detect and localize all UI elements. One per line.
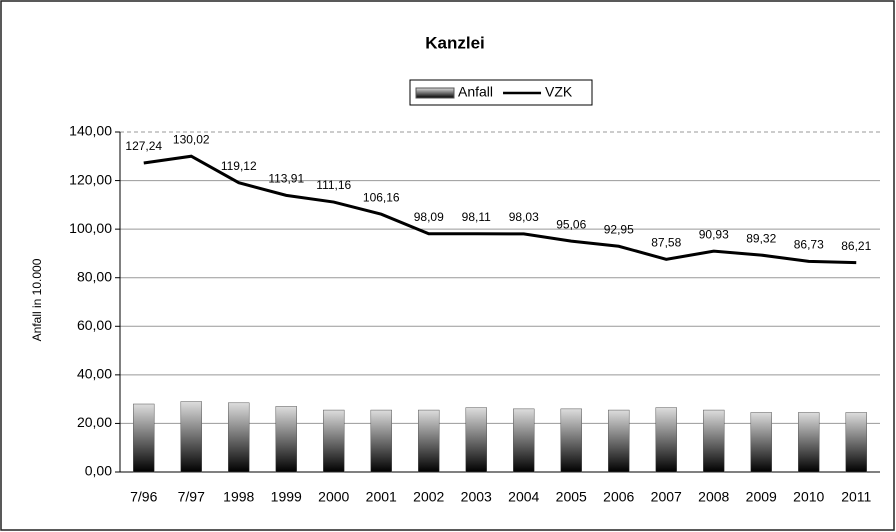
x-tick-label: 2004: [508, 489, 539, 505]
bar: [608, 409, 630, 473]
bar: [465, 407, 487, 473]
data-label: 86,73: [794, 238, 824, 252]
x-tick-label: 7/97: [178, 489, 205, 505]
data-label: 86,21: [841, 239, 871, 253]
data-label: 95,06: [556, 217, 586, 231]
x-tick-label: 2005: [556, 489, 587, 505]
bar: [750, 412, 772, 473]
bar: [845, 412, 867, 473]
x-tick-label: 2006: [603, 489, 634, 505]
bar: [133, 403, 155, 473]
x-tick-label: 1999: [271, 489, 302, 505]
data-label: 92,95: [604, 222, 634, 236]
x-tick-label: 2001: [366, 489, 397, 505]
data-label: 87,58: [651, 235, 681, 249]
data-label: 113,91: [268, 172, 304, 186]
y-tick-label: 20,00: [77, 414, 112, 430]
bar: [275, 406, 297, 473]
x-tick-label: 2007: [651, 489, 682, 505]
data-label: 90,93: [699, 227, 729, 241]
legend-swatch: [415, 87, 455, 99]
data-label: 98,11: [462, 210, 491, 224]
chart-title: Kanzlei: [425, 33, 485, 52]
y-tick-label: 80,00: [77, 268, 112, 284]
data-label: 127,24: [125, 139, 162, 153]
bar: [370, 409, 392, 473]
data-label: 130,02: [173, 132, 210, 146]
data-label: 98,03: [509, 210, 539, 224]
legend-label: VZK: [545, 84, 573, 100]
x-tick-label: 1998: [223, 489, 254, 505]
y-tick-label: 140,00: [69, 123, 112, 139]
bar: [180, 401, 202, 473]
y-axis-label: Anfall in 10.000: [30, 258, 44, 341]
y-tick-label: 0,00: [85, 463, 112, 479]
bar: [323, 409, 345, 473]
x-tick-label: 2011: [841, 489, 871, 505]
x-tick-label: 2008: [698, 489, 729, 505]
legend-label: Anfall: [458, 84, 493, 100]
data-label: 89,32: [746, 231, 776, 245]
data-label: 98,09: [414, 210, 444, 224]
line: [143, 154, 857, 265]
x-tick-label: 2010: [793, 489, 824, 505]
bar: [798, 412, 820, 473]
y-tick-label: 40,00: [77, 366, 112, 382]
x-tick-label: 2003: [461, 489, 492, 505]
bar: [703, 409, 725, 473]
data-label: 119,12: [221, 159, 257, 173]
y-tick-label: 100,00: [69, 220, 112, 236]
x-tick-label: 7/96: [130, 489, 157, 505]
x-tick-label: 2000: [318, 489, 349, 505]
x-tick-label: 2002: [413, 489, 444, 505]
bar: [560, 408, 582, 473]
y-tick-label: 60,00: [77, 317, 112, 333]
x-tick-label: 2009: [746, 489, 777, 505]
y-tick-label: 120,00: [69, 171, 112, 187]
data-label: 106,16: [363, 190, 400, 204]
bar: [228, 402, 250, 473]
bar: [655, 407, 677, 473]
bar: [513, 408, 535, 473]
data-label: 111,16: [316, 178, 351, 192]
bar: [418, 409, 440, 473]
